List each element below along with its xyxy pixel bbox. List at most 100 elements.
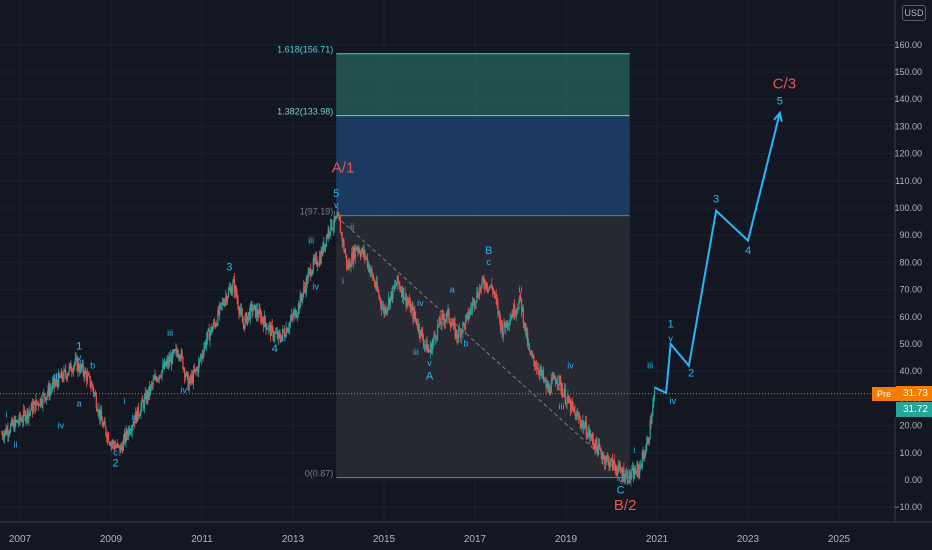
candle-body [289,319,292,323]
candle-body [148,386,150,398]
trend-line [335,215,626,478]
candle-body [415,318,418,325]
currency-badge[interactable]: USD [902,5,926,21]
candle-body [121,446,124,451]
candle-body [369,271,371,273]
candle-body [590,436,592,438]
candle-body [39,398,41,406]
candle-body [77,362,79,371]
candle-body [635,473,637,475]
candle-body [532,355,534,357]
candle-body [506,320,508,329]
candle-body [113,441,115,445]
candle-body [239,311,241,314]
wave-label: 5 [333,188,339,200]
candle-body [147,392,149,398]
candle-body [601,455,603,460]
candle-body [604,456,606,464]
candle-body [306,278,308,284]
candle-body [510,317,512,320]
candle-body [561,389,563,391]
y-axis[interactable]: −10.000.0010.0020.0030.0040.0050.0060.00… [894,0,932,550]
candle-body [447,308,449,311]
candle-body [240,308,243,315]
candle-body [121,445,123,447]
y-tick-label: 140.00 [894,94,922,104]
candle-body [367,264,370,267]
candle-body [179,356,181,359]
candle-body [467,312,469,320]
wave-label: ii [132,412,136,422]
candle-body [637,464,639,467]
candle-body [2,433,4,437]
candle-body [120,445,122,453]
candle-body [621,472,623,479]
candle-body [104,421,106,428]
candle-body [591,434,594,440]
candle-body [352,247,355,263]
x-axis[interactable]: 2007 2009 2011 2013 2015 2017 2019 2021 2023 2025 [0,521,932,550]
candle-body [248,312,251,320]
candle-body [400,289,402,291]
candle-body [455,330,457,337]
candle-body [9,432,11,434]
candle-body [375,281,377,288]
candle-body [511,314,513,318]
candle-body [240,308,242,312]
candle-body [568,395,570,403]
x-tick-label: 2023 [737,534,760,545]
candle-body [276,332,279,339]
candle-body [154,376,156,380]
candle-body [374,284,377,288]
candle-body [260,312,262,322]
fib-zone-middle [336,115,630,216]
candle-body [265,323,267,330]
candle-body [233,279,236,293]
candle-body [88,374,90,376]
wave-label: c [113,448,118,458]
candle-body [622,469,624,479]
candle-body [187,374,189,390]
candle-body [258,309,260,318]
candle-body [500,323,503,329]
candle-body [245,313,247,318]
candle-body [368,264,370,273]
candle-body [32,404,34,413]
candle-body [429,350,431,353]
candle-body [443,314,445,320]
candle-body [226,296,229,302]
candle-body [176,348,178,353]
wave-label: b [90,360,95,370]
candle-body [17,422,20,424]
candle-body [246,313,248,324]
candle-body [100,411,102,420]
candle-body [123,433,125,440]
candle-body [604,461,607,464]
candle-body [266,328,268,330]
candle-body [343,240,345,251]
candle-body [51,382,54,389]
candle-body [363,250,365,255]
candle-body [435,336,437,339]
candle-body [520,294,522,299]
wave-label: v [427,358,432,368]
y-tick-label: −10.00 [894,502,922,512]
candle-body [644,453,646,459]
candle-body [162,364,164,371]
candle-body [207,328,209,332]
candle-body [366,258,369,267]
candle-body [407,301,409,303]
candle-body [24,412,27,422]
wave-label: v [618,475,623,485]
candle-body [388,298,391,306]
candle-body [191,375,194,383]
candle-body [118,445,120,447]
candle-body [309,268,311,271]
candle-body [566,398,568,405]
candle-body [205,338,208,346]
candle-body [35,399,37,411]
candle-body [52,378,55,383]
wave-label: iv [417,298,424,308]
candle-body [65,374,68,379]
